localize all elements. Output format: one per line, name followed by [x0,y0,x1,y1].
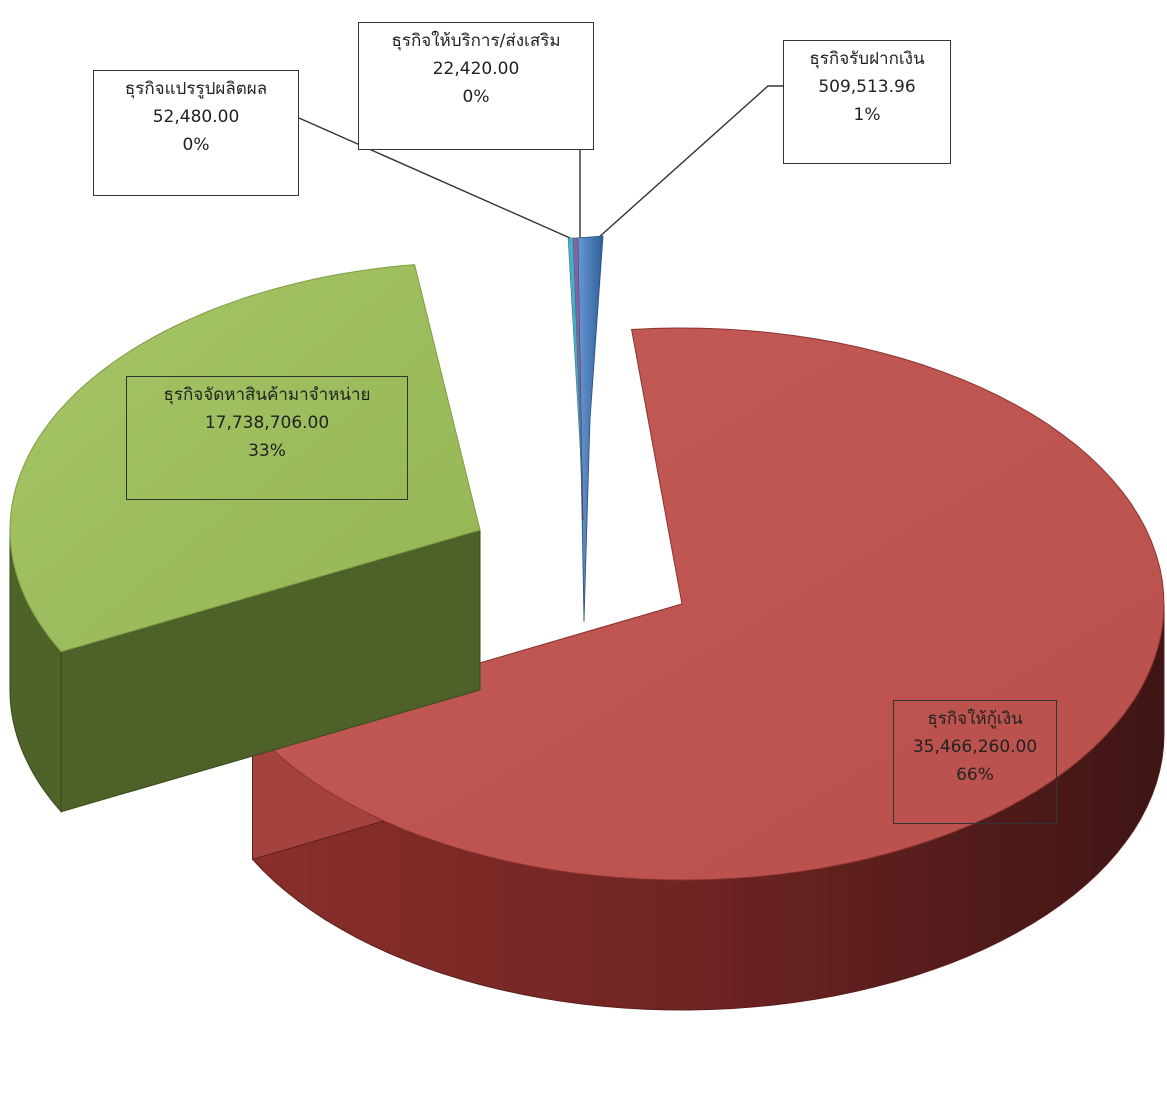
slice-deposit-wedge [576,235,604,623]
slice-label-processing-name: ธุรกิจแปรรูปผลิตผล [124,79,268,99]
slice-label-processing: ธุรกิจแปรรูปผลิตผล 52,480.00 0% [93,70,299,196]
slice-label-supply-name: ธุรกิจจัดหาสินค้ามาจำหน่าย [163,385,371,405]
slice-label-service-name: ธุรกิจให้บริการ/ส่งเสริม [391,31,561,51]
slice-label-service: ธุรกิจให้บริการ/ส่งเสริม 22,420.00 0% [358,22,594,150]
slice-label-lending-name: ธุรกิจให้กู้เงิน [927,709,1023,729]
slice-label-lending-value: 35,466,260.00 [912,737,1038,757]
leader-line-processing [298,117,571,239]
leader-lines [298,85,783,239]
leader-line-deposit [597,85,783,239]
slice-label-deposit: ธุรกิจรับฝากเงิน 509,513.96 1% [783,40,951,164]
slice-label-supply-value: 17,738,706.00 [204,413,330,433]
slice-label-processing-value: 52,480.00 [152,107,240,127]
slice-label-service-percent: 0% [462,87,490,107]
slice-label-supply-percent: 33% [248,441,286,461]
slice-label-deposit-percent: 1% [853,105,881,125]
slices-layer [9,235,1165,1011]
slice-supply-top [9,264,481,653]
slice-label-deposit-value: 509,513.96 [818,77,916,97]
slice-label-processing-percent: 0% [182,135,210,155]
slice-label-lending-percent: 66% [956,765,994,785]
slice-label-service-value: 22,420.00 [432,59,520,79]
slice-processing-wedge [567,237,583,481]
slice-lending-top [251,327,1165,881]
slice-label-deposit-name: ธุรกิจรับฝากเงิน [809,49,925,69]
slice-label-supply: ธุรกิจจัดหาสินค้ามาจำหน่าย 17,738,706.00… [126,376,408,500]
slice-label-lending: ธุรกิจให้กู้เงิน 35,466,260.00 66% [893,700,1057,824]
